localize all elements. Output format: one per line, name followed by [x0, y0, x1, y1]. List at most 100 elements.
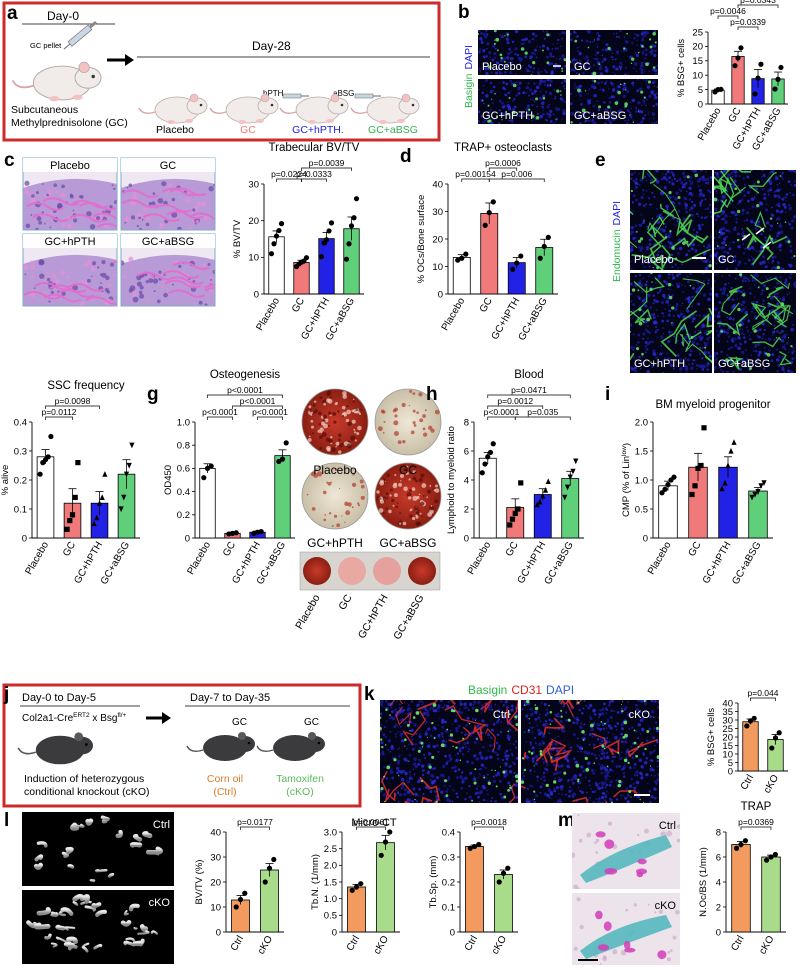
data-point [48, 433, 54, 440]
data-point [695, 465, 701, 471]
data-point [719, 485, 725, 492]
data-point [545, 478, 551, 485]
panel-j-frame [2, 683, 362, 808]
tile-label: GC [718, 254, 735, 266]
tile-label: GC [160, 160, 177, 172]
panel-j: j Day-0 to Day-5 Day-7 to Day-35 Col2a1-… [2, 683, 362, 808]
y-tick-label: 0 [643, 533, 648, 544]
data-point [353, 884, 360, 890]
panel-letter: g [147, 384, 159, 405]
y-tick-label: 0.4 [442, 827, 455, 838]
x-tick-label: Ctrl [729, 934, 746, 953]
data-point [346, 241, 352, 247]
bar [347, 886, 366, 933]
data-point [755, 75, 761, 81]
data-point [735, 55, 741, 61]
p-value-label: p=0.0333 [296, 169, 332, 179]
y-tick-label: 10 [692, 71, 703, 82]
p-value-label: p=0.0369 [738, 817, 774, 827]
plate-label: GC+hPTH [356, 593, 391, 641]
tile-label: GC+aBSG [718, 358, 770, 370]
y-axis-label: Lymphoid to myeloid ratio [446, 426, 457, 534]
induction-line2: conditional knockout (cKO) [24, 786, 149, 798]
data-point [512, 510, 518, 516]
y-tick-label: 30 [722, 715, 733, 726]
data-point [776, 730, 782, 736]
microct-render [22, 890, 174, 964]
y-tick-label: 0 [450, 927, 455, 938]
p-value-label: p<0.0001 [484, 407, 520, 417]
bar [274, 455, 291, 539]
y-tick-label: 0 [728, 766, 733, 777]
significance-bracket [487, 416, 516, 420]
y-tick-label: 8 [464, 417, 469, 428]
chart-title: Osteogenesis [210, 369, 281, 381]
y-tick-label: 25 [692, 27, 703, 38]
y-tick-label: 1.5 [635, 446, 648, 457]
cross-label: Col2a1-CreERT2 x Bsgfl/+ [22, 712, 126, 724]
y-tick-label: 30 [432, 207, 443, 218]
bar [318, 238, 335, 295]
tile-label: GC+hPTH [634, 358, 685, 370]
data-point [769, 745, 775, 751]
p-value-label: p=0.0098 [55, 396, 91, 406]
y-tick-label: 10 [432, 262, 443, 273]
data-point [328, 220, 335, 226]
p-value-label: p=0.0018 [471, 817, 507, 827]
panel-letter: c [4, 150, 15, 171]
mouse-icon [11, 61, 102, 103]
y-axis-label: CMP (% of Linlow) [621, 443, 632, 517]
y-tick-label: 0.4 [14, 417, 27, 428]
data-point [208, 463, 214, 469]
panel-letter: a [7, 3, 18, 24]
chart-title: Trabecular BV/TV [269, 142, 360, 154]
data-point [482, 461, 488, 467]
data-point [692, 483, 698, 489]
chart-l3: 0 0.1 0.2 0.3 0.4 Tb.Sp. (mm) Ctrl cKO p=0.0018 [428, 817, 518, 956]
y-tick-label: 10 [210, 902, 221, 913]
data-point [518, 480, 524, 486]
panel-letter: i [605, 384, 610, 405]
group-label-gc: GC [240, 124, 256, 136]
tile-label: GC+aBSG [142, 236, 194, 248]
y-axis-label: Tb.N. (1/mm) [310, 854, 321, 910]
y-tick-label: 0.4 [177, 487, 190, 498]
data-point [541, 243, 547, 250]
tile-label: GC+aBSG [574, 110, 626, 122]
y-tick-label: 0.5 [324, 911, 337, 922]
stain-label: Basigin CD31 DAPI [468, 683, 574, 697]
data-point [482, 222, 488, 228]
x-tick-label: GC+aBSG [730, 540, 763, 587]
data-point [268, 251, 275, 257]
data-point [567, 474, 573, 481]
data-point [276, 227, 282, 234]
data-point [382, 839, 389, 845]
day0-label: Day-0 [47, 9, 79, 23]
corn-line1: Corn oil [207, 773, 243, 785]
plate-label: GC [336, 592, 354, 612]
y-tick-label: 4 [464, 475, 469, 486]
y-tick-label: 0 [464, 533, 469, 544]
plate-label: Placebo [293, 592, 322, 631]
data-point [718, 86, 724, 92]
y-tick-label: 0.8 [177, 441, 190, 452]
fluorescence-image [478, 30, 566, 75]
data-point [534, 501, 540, 508]
x-tick-label: cKO [256, 934, 275, 957]
y-axis-label: N.Oc/BS (1/mm) [698, 847, 709, 917]
x-tick-label: GC+hPTH [701, 540, 734, 586]
y-tick-label: 0.1 [442, 902, 455, 913]
data-point [772, 851, 779, 858]
y-tick-label: 30 [210, 852, 221, 863]
y-tick-label: 0.2 [177, 510, 190, 521]
data-point [505, 865, 511, 871]
x-tick-label: GC [61, 540, 78, 558]
y-tick-label: 2 [716, 902, 721, 913]
tile-label: Ctrl [153, 819, 170, 831]
data-point [751, 715, 757, 721]
fluorescence-image [630, 170, 712, 270]
y-tick-label: 35 [722, 707, 733, 718]
data-point [689, 491, 695, 498]
y-tick-label: 15 [722, 741, 733, 752]
